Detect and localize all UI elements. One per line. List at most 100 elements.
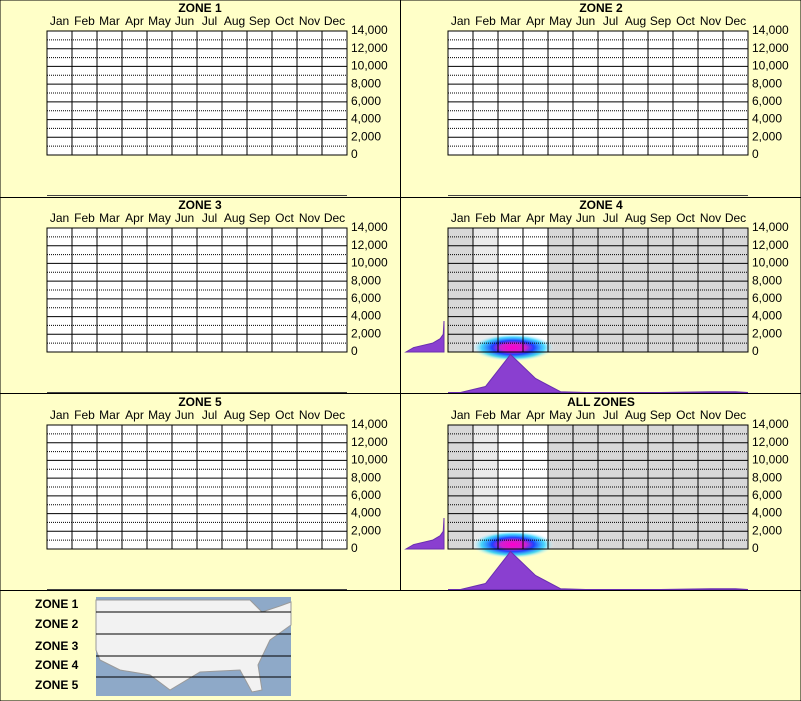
y-tick-label: 0	[351, 344, 358, 358]
x-tick-label: Feb	[475, 211, 496, 225]
plot-border	[447, 30, 749, 156]
y-tick-label: 12,000	[351, 435, 388, 449]
y-tick-label: 4,000	[351, 506, 381, 520]
y-tick-label: 4,000	[752, 309, 782, 323]
x-tick-label: Jul	[202, 211, 217, 225]
x-tick-label: May	[148, 408, 171, 422]
x-tick-label: Mar	[500, 211, 521, 225]
y-tick-label: 8,000	[752, 470, 782, 484]
chart-title: ZONE 1	[178, 1, 222, 15]
x-tick-label: May	[549, 408, 572, 422]
x-tick-label: Aug	[224, 408, 245, 422]
x-tick-label: Apr	[526, 14, 545, 28]
month-shading	[723, 425, 748, 549]
y-tick-label: 2,000	[752, 523, 782, 537]
y-tick-label: 6,000	[351, 488, 381, 502]
x-tick-label: Mar	[99, 14, 120, 28]
x-tick-label: Apr	[526, 408, 545, 422]
y-tick-label: 8,000	[752, 273, 782, 287]
hotspot	[471, 333, 555, 362]
x-tick-label: Dec	[725, 14, 746, 28]
x-tick-label: Apr	[125, 211, 144, 225]
month-shading	[723, 228, 748, 352]
x-tick-label: Nov	[299, 408, 320, 422]
x-tick-label: Dec	[324, 211, 345, 225]
y-tick-label: 6,000	[752, 291, 782, 305]
y-tick-label: 14,000	[351, 220, 388, 234]
x-tick-label: Mar	[500, 14, 521, 28]
x-tick-label: Aug	[625, 211, 646, 225]
month-shading	[673, 228, 698, 352]
elevation-density	[404, 320, 445, 353]
x-tick-label: Sep	[249, 408, 271, 422]
x-tick-label: Mar	[99, 408, 120, 422]
chart-title: ZONE 3	[178, 198, 222, 212]
y-tick-label: 14,000	[752, 23, 789, 37]
plot-border	[46, 227, 348, 353]
y-tick-label: 10,000	[752, 453, 789, 467]
x-tick-label: Nov	[700, 408, 721, 422]
y-tick-label: 2,000	[752, 326, 782, 340]
x-tick-label: Sep	[650, 211, 672, 225]
x-tick-label: Oct	[275, 211, 294, 225]
x-tick-label: Jun	[175, 14, 194, 28]
x-tick-label: Dec	[324, 14, 345, 28]
x-tick-label: Oct	[676, 14, 695, 28]
x-tick-label: Oct	[676, 408, 695, 422]
hotspot	[471, 530, 555, 559]
x-tick-label: Jan	[451, 14, 470, 28]
x-tick-label: Jul	[603, 408, 618, 422]
x-tick-label: Nov	[700, 14, 721, 28]
x-tick-label: Feb	[74, 211, 95, 225]
x-tick-label: Aug	[224, 211, 245, 225]
legend-label: ZONE 1	[35, 597, 79, 611]
x-tick-label: Feb	[74, 14, 95, 28]
y-tick-label: 10,000	[351, 453, 388, 467]
x-tick-label: Sep	[249, 211, 271, 225]
legend-label: ZONE 2	[35, 617, 79, 631]
x-tick-label: Aug	[224, 14, 245, 28]
x-tick-label: Aug	[625, 14, 646, 28]
x-tick-label: Feb	[475, 408, 496, 422]
x-tick-label: Apr	[125, 408, 144, 422]
x-tick-label: Aug	[625, 408, 646, 422]
plot-border	[447, 424, 749, 550]
chart-title: ZONE 5	[178, 395, 222, 409]
y-tick-label: 6,000	[351, 94, 381, 108]
x-tick-label: Jun	[576, 14, 595, 28]
month-shading	[623, 425, 648, 549]
x-tick-label: Jan	[50, 408, 69, 422]
legend-label: ZONE 4	[35, 658, 79, 672]
y-tick-label: 0	[752, 541, 759, 555]
chart-title: ZONE 2	[579, 1, 623, 15]
y-tick-label: 12,000	[351, 41, 388, 55]
month-shading	[473, 425, 498, 549]
x-tick-label: Nov	[299, 14, 320, 28]
y-tick-label: 4,000	[351, 112, 381, 126]
zone-map	[95, 597, 292, 696]
x-tick-label: May	[148, 211, 171, 225]
month-density	[448, 353, 749, 393]
x-tick-label: Jul	[202, 408, 217, 422]
x-tick-label: Jun	[175, 211, 194, 225]
x-tick-label: May	[549, 211, 572, 225]
legend-label: ZONE 3	[35, 639, 79, 653]
elevation-density	[404, 517, 445, 550]
y-tick-label: 10,000	[752, 59, 789, 73]
y-tick-label: 12,000	[752, 435, 789, 449]
y-tick-label: 2,000	[351, 129, 381, 143]
x-tick-label: Jun	[576, 211, 595, 225]
y-tick-label: 14,000	[752, 220, 789, 234]
x-tick-label: Oct	[275, 408, 294, 422]
x-tick-label: Mar	[500, 408, 521, 422]
x-tick-label: Dec	[324, 408, 345, 422]
legend-label: ZONE 5	[35, 678, 79, 692]
x-tick-label: Sep	[650, 408, 672, 422]
x-tick-label: Nov	[700, 211, 721, 225]
y-tick-label: 8,000	[351, 273, 381, 287]
plot-border	[46, 424, 348, 550]
x-tick-label: Jan	[50, 211, 69, 225]
x-tick-label: Jan	[451, 408, 470, 422]
